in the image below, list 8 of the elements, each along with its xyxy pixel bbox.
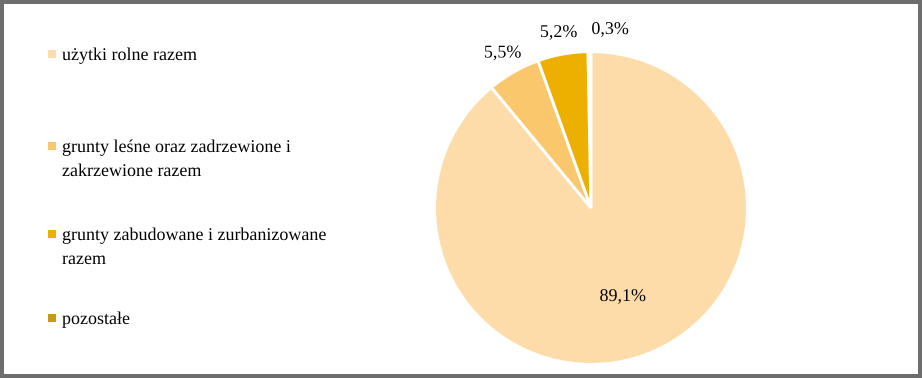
legend-label: użytki rolne razem xyxy=(62,43,197,66)
data-label: 0,3% xyxy=(591,18,629,38)
legend-label: pozostałe xyxy=(62,307,130,330)
legend-label: grunty leśne oraz zadrzewione i zakrzewione razem xyxy=(62,135,292,182)
data-label: 89,1% xyxy=(600,285,646,306)
legend-label: grunty zabudowane i zurbanizowane razem xyxy=(62,223,328,270)
data-label: 5,5% xyxy=(484,42,522,62)
data-label: 5,2% xyxy=(540,21,578,42)
